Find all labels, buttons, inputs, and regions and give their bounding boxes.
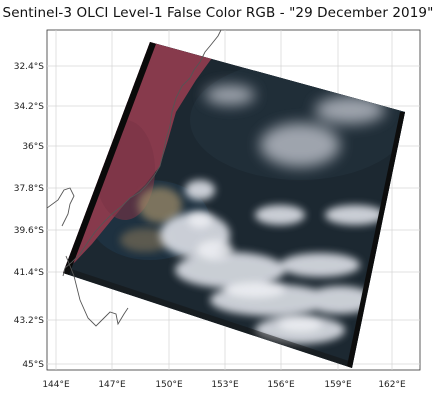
lat-label-32-4: 32.4°S [14,62,45,72]
lat-label-36: 36°S [22,142,44,152]
lon-label-147: 147°E [98,380,126,390]
lon-label-144: 144°E [42,380,70,390]
lon-label-156: 156°E [267,380,295,390]
lat-label-34-2: 34.2°S [14,102,45,112]
coastline [47,30,222,327]
map-title: Sentinel-3 OLCI Level-1 False Color RGB … [2,5,434,21]
lon-label-150: 150°E [155,380,183,390]
lat-label-45: 45°S [22,360,44,370]
longitude-labels: 144°E 147°E 150°E 153°E 156°E 159°E 162°… [42,380,406,390]
latitude-labels: 32.4°S 34.2°S 36°S 37.8°S 39.6°S 41.4°S … [14,62,45,370]
lat-label-37-8: 37.8°S [14,184,45,194]
lat-label-43-2: 43.2°S [14,316,45,326]
lon-label-159: 159°E [324,380,352,390]
lat-label-39-6: 39.6°S [14,226,45,236]
lon-label-153: 153°E [211,380,239,390]
lat-label-41-4: 41.4°S [14,268,45,278]
lon-label-162: 162°E [378,380,406,390]
